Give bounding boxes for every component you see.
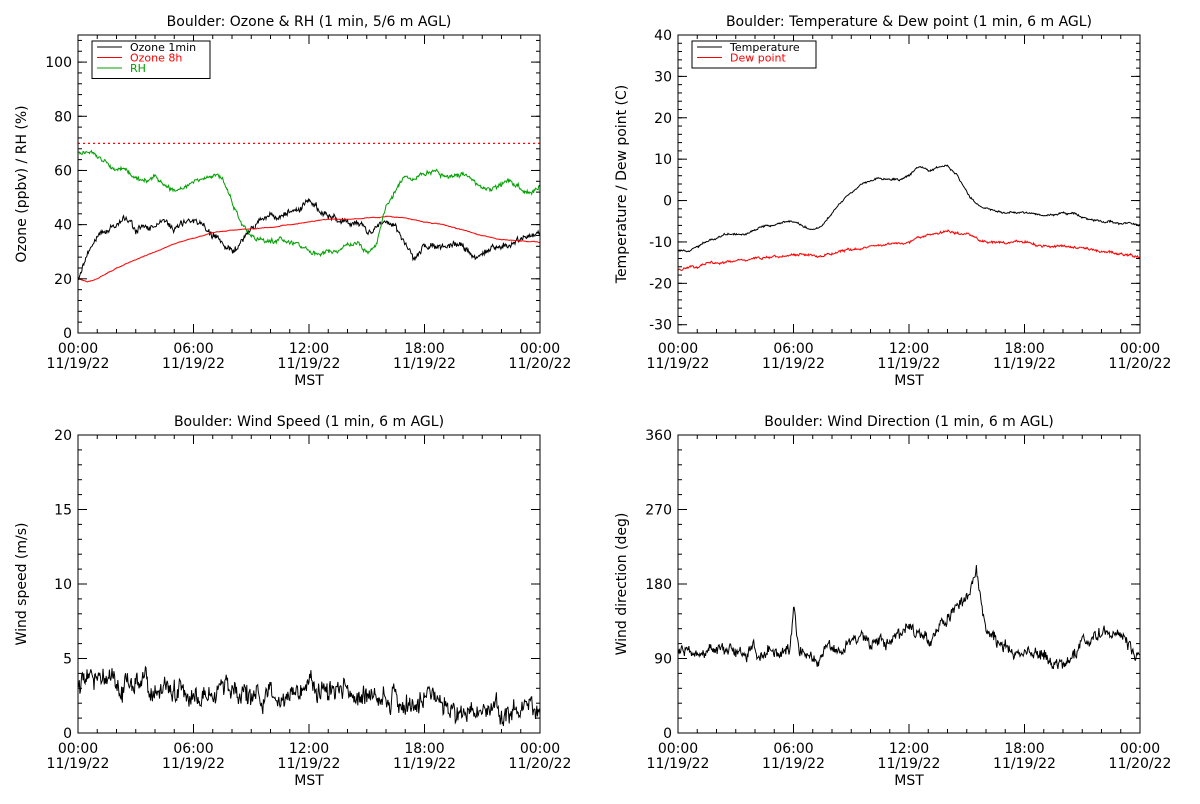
y-tick-label: 40	[654, 28, 672, 44]
x-tick-label-time: 06:00	[173, 341, 213, 357]
x-tick-label-time: 00:00	[58, 741, 98, 757]
x-tick-label-time: 00:00	[520, 741, 560, 757]
y-tick-label: 30	[654, 69, 672, 85]
x-tick-label-time: 00:00	[520, 341, 560, 357]
chart-title: Boulder: Ozone & RH (1 min, 5/6 m AGL)	[167, 14, 452, 30]
x-tick-label-date: 11/19/22	[278, 756, 341, 772]
panel-wind_dir: Boulder: Wind Direction (1 min, 6 m AGL)…	[614, 414, 1171, 789]
x-tick-label-date: 11/19/22	[47, 356, 110, 372]
chart-title: Boulder: Temperature & Dew point (1 min,…	[726, 14, 1092, 30]
y-tick-label: 15	[54, 503, 72, 519]
x-tick-label-time: 06:00	[773, 741, 813, 757]
x-tick-label-date: 11/19/22	[162, 756, 225, 772]
y-tick-label: 10	[654, 152, 672, 168]
x-tick-label-date: 11/20/22	[1109, 356, 1172, 372]
x-tick-label-time: 18:00	[404, 741, 444, 757]
y-axis-label: Wind direction (deg)	[614, 513, 630, 656]
y-axis-label: Temperature / Dew point (C)	[614, 85, 630, 284]
x-tick-label-date: 11/19/22	[47, 756, 110, 772]
legend-entry: Dew point	[730, 52, 786, 65]
x-axis-label: MST	[894, 373, 924, 389]
x-tick-label-date: 11/19/22	[878, 756, 941, 772]
y-tick-label: 20	[654, 111, 672, 127]
series-line-dew-point	[678, 229, 1140, 271]
series-line-ozone-8h	[78, 215, 540, 283]
x-tick-label-date: 11/19/22	[278, 356, 341, 372]
x-tick-label-date: 11/20/22	[1109, 756, 1172, 772]
y-tick-label: 20	[54, 428, 72, 444]
x-tick-label-time: 18:00	[1004, 341, 1044, 357]
y-axis-label: Ozone (ppbv) / RH (%)	[14, 105, 30, 262]
y-tick-label: 180	[645, 577, 672, 593]
y-tick-label: 20	[54, 272, 72, 288]
x-tick-label-date: 11/20/22	[509, 756, 572, 772]
y-tick-label: 5	[63, 652, 72, 668]
x-tick-label-date: 11/20/22	[509, 356, 572, 372]
x-tick-label-date: 11/19/22	[647, 756, 710, 772]
chart-title: Boulder: Wind Speed (1 min, 6 m AGL)	[174, 414, 444, 430]
x-tick-label-date: 11/19/22	[993, 756, 1056, 772]
legend-entry: Ozone 1min	[130, 41, 196, 54]
x-tick-label-time: 12:00	[889, 341, 929, 357]
x-tick-label-time: 00:00	[1120, 741, 1160, 757]
x-tick-label-date: 11/19/22	[762, 756, 825, 772]
x-tick-label-date: 11/19/22	[878, 356, 941, 372]
y-tick-label: -10	[649, 235, 672, 251]
y-tick-label: 0	[663, 194, 672, 210]
series-line-wind_speed	[78, 665, 540, 727]
x-tick-label-time: 06:00	[173, 741, 213, 757]
x-tick-label-time: 18:00	[404, 341, 444, 357]
x-axis-label: MST	[294, 773, 324, 789]
y-tick-label: 0	[63, 326, 72, 342]
x-tick-label-time: 00:00	[1120, 341, 1160, 357]
x-axis-label: MST	[294, 373, 324, 389]
x-tick-label-date: 11/19/22	[393, 356, 456, 372]
x-tick-label-date: 11/19/22	[162, 356, 225, 372]
x-tick-label-time: 12:00	[889, 741, 929, 757]
y-tick-label: 270	[645, 503, 672, 519]
y-tick-label: -30	[649, 318, 672, 334]
x-tick-label-time: 18:00	[1004, 741, 1044, 757]
panel-wind_speed: Boulder: Wind Speed (1 min, 6 m AGL) 0 5 10…	[14, 414, 571, 789]
y-tick-label: 360	[645, 428, 672, 444]
plot-frame	[677, 34, 1141, 334]
y-tick-label: 40	[54, 218, 72, 234]
panel-temp_dew: Boulder: Temperature & Dew point (1 min,…	[614, 14, 1171, 389]
x-tick-label-time: 12:00	[289, 341, 329, 357]
y-tick-label: 100	[45, 55, 72, 71]
series-line-ozone-1min	[78, 197, 540, 281]
x-tick-label-date: 11/19/22	[393, 756, 456, 772]
series-line-temperature	[678, 164, 1140, 253]
y-tick-label: 90	[654, 652, 672, 668]
series-line-rh	[78, 149, 540, 258]
x-tick-label-time: 00:00	[58, 341, 98, 357]
y-tick-label: 80	[54, 109, 72, 125]
plot-frame	[677, 434, 1141, 734]
y-tick-label: 0	[663, 726, 672, 742]
legend-box	[691, 40, 817, 69]
x-tick-label-time: 00:00	[658, 741, 698, 757]
y-tick-label: 10	[54, 577, 72, 593]
y-axis-label: Wind speed (m/s)	[14, 523, 30, 646]
x-tick-label-time: 06:00	[773, 341, 813, 357]
series-line-wind_dir	[678, 565, 1140, 670]
x-tick-label-date: 11/19/22	[647, 356, 710, 372]
y-tick-label: 60	[54, 163, 72, 179]
y-tick-label: 0	[63, 726, 72, 742]
legend-entry: RH	[130, 62, 146, 75]
y-tick-label: -20	[649, 276, 672, 292]
x-tick-label-date: 11/19/22	[762, 356, 825, 372]
chart-title: Boulder: Wind Direction (1 min, 6 m AGL)	[764, 414, 1053, 430]
legend-entry: Ozone 8h	[130, 52, 182, 65]
x-axis-label: MST	[894, 773, 924, 789]
panel-ozone_rh: Boulder: Ozone & RH (1 min, 5/6 m AGL) 0 2…	[14, 14, 571, 389]
x-tick-label-time: 00:00	[658, 341, 698, 357]
legend-entry: Temperature	[729, 41, 800, 54]
x-tick-label-date: 11/19/22	[993, 356, 1056, 372]
x-tick-label-time: 12:00	[289, 741, 329, 757]
plot-frame	[77, 34, 541, 334]
